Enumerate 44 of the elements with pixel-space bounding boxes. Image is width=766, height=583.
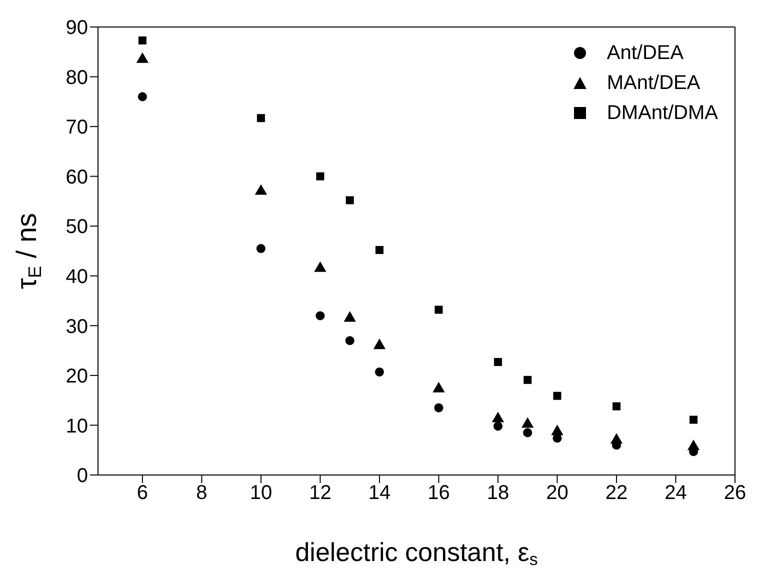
y-tick-label: 20 [66,366,88,388]
point [345,336,354,346]
point [256,244,266,254]
x-tick-label: 16 [428,482,450,504]
point [524,376,532,384]
y-tick-label: 30 [66,316,88,338]
y-tick-label: 50 [66,216,88,238]
legend-label: DMAnt/DMA [606,101,718,126]
y-tick-label: 10 [66,415,88,438]
legend-label: MAnt/DEA [606,71,700,96]
x-tick-label: 6 [136,482,148,504]
x-tick-label: 10 [250,482,272,504]
x-tick-label: 24 [664,482,687,504]
point [316,172,324,180]
point [690,416,698,424]
point [493,422,502,431]
y-tick-label: 40 [66,266,88,288]
point [316,311,325,320]
point [523,428,532,438]
y-tick-label: 0 [76,465,88,488]
x-tick-label: 20 [546,482,568,504]
x-tick-label: 18 [486,482,510,504]
x-tick-label: 26 [724,482,746,504]
y-tick-label: 80 [66,66,88,89]
point [434,306,443,314]
x-tick-label: 22 [605,482,628,504]
point [346,196,354,204]
x-tick-label: 8 [196,482,208,504]
y-tick-label: 90 [66,17,88,40]
point [138,36,146,44]
x-tick-label: 12 [309,482,332,504]
y-tick-label: 70 [66,116,88,139]
point [434,403,444,412]
point [375,246,384,254]
legend-label: Ant/DEA [606,41,684,66]
x-tick-label: 14 [368,482,391,504]
point [138,92,147,102]
y-tick-label: 60 [66,166,88,188]
point [256,114,265,122]
point [553,392,562,400]
x-axis-title: dielectric constant, ε$_{s}$ [295,537,538,570]
point [374,367,384,376]
point [494,358,502,366]
point [612,402,620,410]
